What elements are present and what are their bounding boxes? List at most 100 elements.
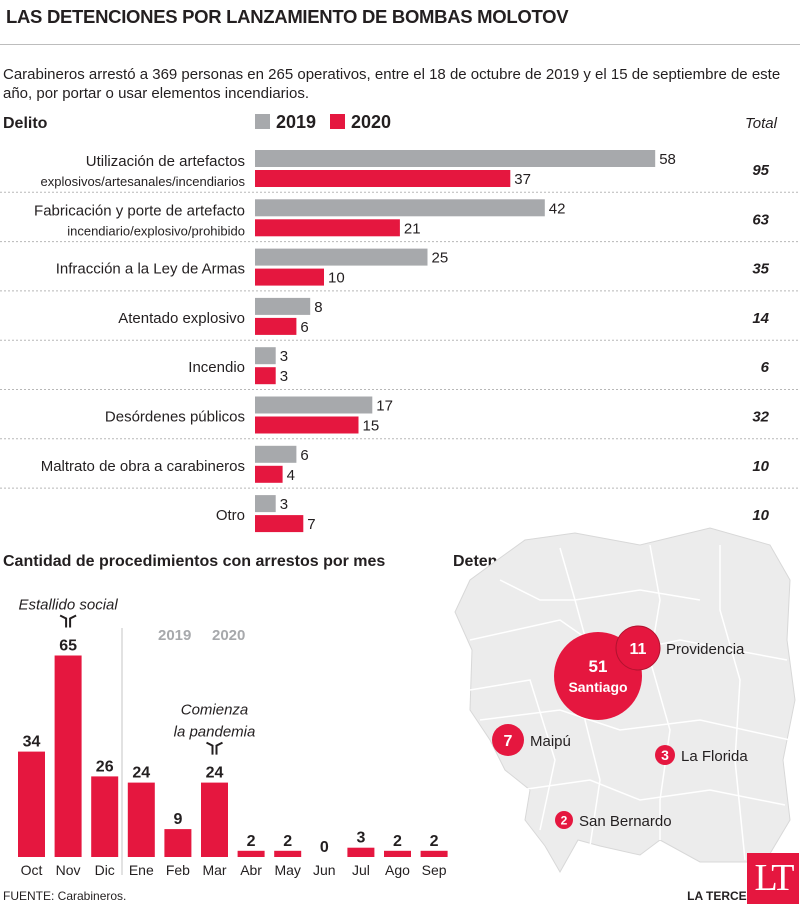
comuna-value: 7 <box>504 733 513 750</box>
month-label: Ene <box>129 862 154 878</box>
month-bar <box>164 829 192 857</box>
month-label: Sep <box>422 862 447 878</box>
month-value: 2 <box>247 833 256 850</box>
comuna-bubble <box>492 724 524 756</box>
comuna-name: Santiago <box>568 679 627 695</box>
month-bar <box>347 847 375 857</box>
infographic-title: LAS DETENCIONES POR LANZAMIENTO DE BOMBA… <box>6 6 569 27</box>
month-label: Abr <box>240 862 262 878</box>
month-value: 9 <box>173 811 182 828</box>
category-label: Maltrato de obra a carabineros <box>41 458 245 475</box>
bar-2020 <box>255 268 324 286</box>
month-label: Dic <box>95 862 115 878</box>
bar-2019 <box>255 199 545 217</box>
month-value: 0 <box>320 839 329 856</box>
total-value: 10 <box>752 458 769 475</box>
crimes-bar-chart: Delito 2019 2020 Total Utilización de artefa… <box>0 112 800 533</box>
month-bar <box>127 782 155 857</box>
bar-value-2020: 4 <box>287 467 295 484</box>
comuna-border <box>499 579 701 601</box>
annotation-text: Estallido social <box>18 597 118 614</box>
bar-value-2019: 6 <box>300 447 308 464</box>
month-value: 26 <box>96 758 114 775</box>
comuna-value: 11 <box>630 641 647 658</box>
bar-value-2020: 21 <box>404 220 421 237</box>
comuna-value: 3 <box>661 747 669 763</box>
footer-brand: LA TERCERA <box>687 889 764 903</box>
total-header: Total <box>745 115 778 132</box>
bar-2019 <box>255 347 276 365</box>
comuna-name: Providencia <box>666 641 745 658</box>
la-tercera-logo: LT <box>747 853 799 904</box>
month-value: 65 <box>59 638 77 655</box>
month-label: Jul <box>352 862 370 878</box>
total-value: 63 <box>752 211 769 228</box>
bar-value-2019: 17 <box>376 398 393 415</box>
category-label: Incendio <box>188 359 245 376</box>
legend-swatch-2019 <box>255 114 270 129</box>
legend-label-2019: 2019 <box>276 112 316 132</box>
month-label: May <box>274 862 300 878</box>
year-label: 2020 <box>212 627 245 644</box>
bar-2020 <box>255 416 359 434</box>
annotation-text: Comienza <box>181 702 249 719</box>
month-value: 2 <box>430 833 439 850</box>
bar-2020 <box>255 465 283 483</box>
bar-value-2020: 10 <box>328 270 345 287</box>
month-bar <box>18 751 45 857</box>
category-label: incendiario/explosivo/prohibido <box>67 223 245 238</box>
footer-source: FUENTE: Carabineros. <box>3 889 127 903</box>
comuna-value: 51 <box>589 657 608 676</box>
month-label: Nov <box>56 862 81 878</box>
bar-2019 <box>255 248 428 266</box>
month-bar <box>384 850 411 857</box>
bar-2019 <box>255 150 656 167</box>
bar-value-2020: 37 <box>514 171 531 188</box>
total-value: 6 <box>761 359 770 376</box>
month-bar <box>91 776 119 857</box>
month-label: Feb <box>166 862 190 878</box>
comuna-border <box>479 709 791 741</box>
category-label: Desórdenes públicos <box>105 409 245 426</box>
comuna-name: San Bernardo <box>579 813 672 830</box>
comuna-bubble <box>655 745 675 765</box>
category-label: Otro <box>216 507 245 524</box>
category-label: Fabricación y porte de artefacto <box>34 202 245 219</box>
comuna-border <box>649 544 671 840</box>
bar-2020 <box>255 219 400 237</box>
comuna-bubble <box>555 811 573 829</box>
category-label: Atentado explosivo <box>118 310 245 327</box>
month-value: 24 <box>132 765 150 782</box>
bar-value-2019: 25 <box>432 250 449 267</box>
comuna-border <box>719 545 746 861</box>
infographic-subtitle: Carabineros arrestó a 369 personas en 26… <box>3 66 781 102</box>
month-bar <box>420 850 448 857</box>
bar-value-2019: 42 <box>549 200 566 217</box>
annotation-bracket <box>59 614 77 628</box>
month-value: 24 <box>206 765 224 782</box>
bar-2020 <box>255 367 276 385</box>
month-bar <box>237 850 265 857</box>
total-value: 14 <box>752 310 769 327</box>
comuna-value: 2 <box>561 813 568 827</box>
bar-value-2020: 15 <box>363 418 380 435</box>
month-value: 3 <box>356 830 365 847</box>
bar-2020 <box>255 515 304 533</box>
legend-swatch-2020 <box>330 114 345 129</box>
total-value: 35 <box>752 261 769 278</box>
bar-2019 <box>255 495 276 513</box>
year-label: 2019 <box>158 627 191 644</box>
bar-2019 <box>255 396 373 414</box>
legend-label-2020: 2020 <box>351 112 391 132</box>
bar-value-2019: 8 <box>314 299 322 316</box>
bar-value-2019: 58 <box>659 151 676 168</box>
bar-2019 <box>255 297 311 315</box>
month-bar <box>201 782 228 857</box>
month-bar <box>274 850 302 857</box>
category-label: Utilización de artefactos <box>86 153 245 170</box>
annotation-text: la pandemia <box>174 724 256 741</box>
comuna-name: La Florida <box>681 748 748 765</box>
bar-2020 <box>255 317 297 335</box>
comuna-border <box>519 779 786 806</box>
